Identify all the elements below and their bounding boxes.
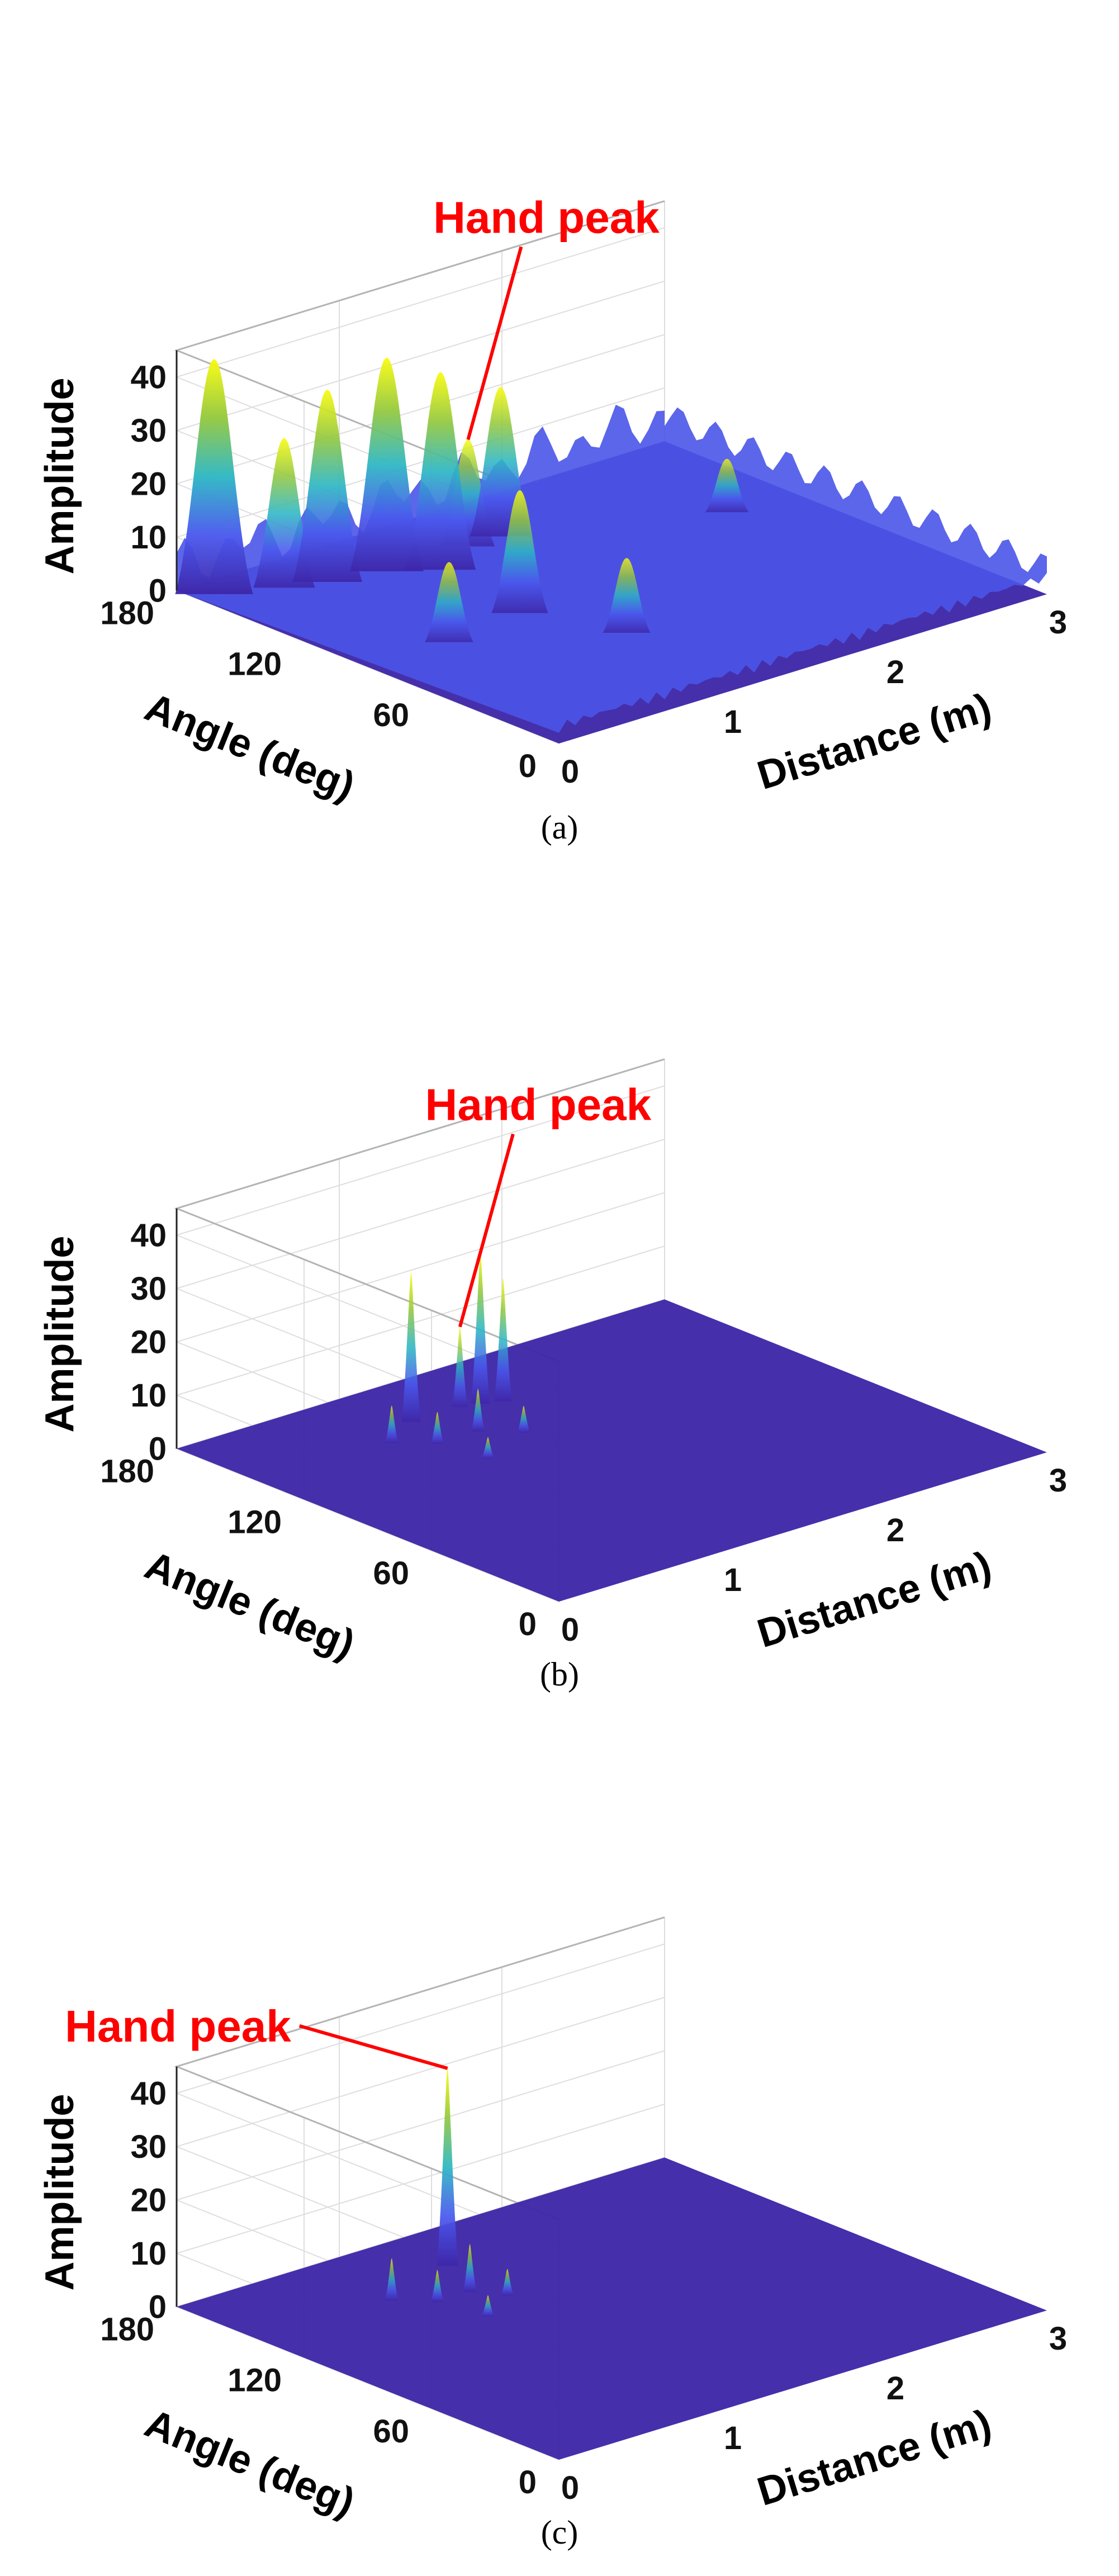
annotation-text: Hand peak <box>65 2001 291 2051</box>
x-axis-label: Distance (m) <box>752 1543 997 1656</box>
z-tick-label: 20 <box>130 2182 167 2218</box>
surface-peak <box>430 2270 444 2302</box>
x-tick-label: 2 <box>886 654 904 690</box>
panel-caption: (a) <box>541 809 579 846</box>
annotation-hand-peak: Hand peak <box>433 192 660 441</box>
surface-peaks <box>385 1254 530 1459</box>
surface-peak <box>603 558 651 633</box>
surface-peak <box>349 357 424 571</box>
surface-peak <box>705 458 749 513</box>
z-axis-label: Amplitude <box>37 378 82 575</box>
surface-peak <box>175 359 253 594</box>
surface-peak <box>491 490 548 613</box>
z-tick-label: 0 <box>149 2289 167 2325</box>
surface-peak <box>452 1327 468 1407</box>
surface-peaks <box>385 2068 514 2317</box>
x-tick-label: 0 <box>561 2470 579 2506</box>
z-axis-label: Amplitude <box>37 1236 82 1433</box>
z-tick-label: 30 <box>130 413 167 449</box>
surface-peak <box>471 1254 490 1404</box>
x-tick-label: 2 <box>886 1512 904 1549</box>
x-tick-label: 3 <box>1049 2321 1067 2357</box>
surface-peak <box>405 372 476 570</box>
y-axis-label: Angle (deg) <box>139 2401 361 2526</box>
annotation-hand-peak: Hand peak <box>425 1080 652 1328</box>
y-tick-label: 180 <box>100 2311 154 2347</box>
surface-peak <box>463 2244 477 2293</box>
annotation-text: Hand peak <box>425 1080 652 1130</box>
y-axis-label: Angle (deg) <box>139 1543 361 1668</box>
y-tick-label: 0 <box>519 2464 537 2501</box>
surface-peak <box>401 1272 421 1422</box>
y-tick-label: 120 <box>227 2362 282 2399</box>
y-tick-label: 120 <box>227 646 282 683</box>
y-tick-label: 120 <box>227 1504 282 1541</box>
surface-peak <box>253 438 315 588</box>
surface-peak <box>494 1278 512 1401</box>
z-tick-label: 0 <box>149 1431 167 1467</box>
panel-caption: (c) <box>541 2514 579 2551</box>
x-tick-label: 2 <box>886 2370 904 2407</box>
x-tick-label: 1 <box>724 704 742 740</box>
surface-peak <box>471 1389 485 1432</box>
y-tick-label: 0 <box>519 748 537 784</box>
panel-b: 0102030400123060120180AmplitudeDistance … <box>37 1058 1067 1693</box>
y-axis-label: Angle (deg) <box>139 685 361 809</box>
x-tick-label: 3 <box>1049 1462 1067 1499</box>
surface-peak <box>482 2295 494 2317</box>
surface-peak <box>385 2258 399 2301</box>
y-tick-label: 60 <box>373 1555 409 1592</box>
x-tick-label: 1 <box>724 1562 742 1598</box>
z-tick-label: 30 <box>130 1271 167 1307</box>
surface-peak <box>292 390 362 582</box>
y-tick-label: 60 <box>373 697 409 733</box>
y-tick-label: 180 <box>100 595 154 631</box>
z-tick-label: 10 <box>130 519 167 556</box>
x-tick-label: 0 <box>561 1612 579 1648</box>
annotation-pointer <box>466 246 523 441</box>
z-tick-label: 40 <box>130 2075 167 2111</box>
surface-peaks <box>175 357 749 642</box>
z-tick-label: 40 <box>130 1217 167 1253</box>
surface-peak <box>425 562 473 642</box>
surface-peak <box>385 1405 399 1443</box>
x-tick-label: 1 <box>724 2420 742 2456</box>
x-axis-label: Distance (m) <box>752 2401 997 2515</box>
x-tick-label: 0 <box>561 754 579 790</box>
z-tick-label: 30 <box>130 2129 167 2165</box>
z-tick-label: 0 <box>149 572 167 609</box>
x-tick-label: 3 <box>1049 604 1067 641</box>
z-axis-label: Amplitude <box>37 2094 82 2291</box>
surface-peak <box>482 1437 494 1459</box>
surface-peak <box>437 2068 458 2266</box>
annotation-pointer <box>298 2024 448 2070</box>
surface-floor <box>177 1299 1047 1602</box>
z-tick-label: 10 <box>130 2236 167 2272</box>
surface-floor <box>177 2157 1047 2460</box>
surface-peak <box>517 1405 530 1433</box>
y-tick-label: 60 <box>373 2413 409 2450</box>
annotation-hand-peak: Hand peak <box>65 2001 448 2070</box>
z-tick-label: 10 <box>130 1377 167 1414</box>
z-tick-label: 40 <box>130 359 167 395</box>
annotation-pointer <box>458 1133 515 1328</box>
panel-a: 0102030400123060120180AmplitudeDistance … <box>37 192 1067 846</box>
panel-c: 0102030400123060120180AmplitudeDistance … <box>37 1916 1067 2551</box>
x-axis-label: Distance (m) <box>752 685 997 798</box>
z-tick-label: 20 <box>130 466 167 502</box>
surface-peak <box>501 2269 514 2296</box>
z-tick-label: 20 <box>130 1324 167 1360</box>
surface-baseline <box>177 405 1047 733</box>
y-tick-label: 180 <box>100 1453 154 1489</box>
panel-caption: (b) <box>540 1656 579 1693</box>
annotation-text: Hand peak <box>433 192 660 242</box>
surface-peak <box>430 1412 444 1444</box>
y-tick-label: 0 <box>519 1606 537 1642</box>
